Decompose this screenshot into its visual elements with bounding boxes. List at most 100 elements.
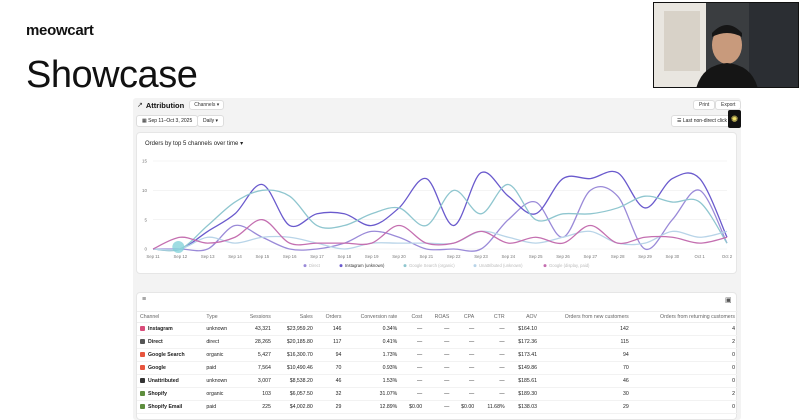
y-tick-label: 10 — [142, 188, 148, 193]
channel-cell: Shopify — [137, 387, 204, 401]
legend-label: Direct — [309, 263, 321, 268]
cell-ctr: 11.68% — [477, 400, 508, 414]
column-header[interactable]: Cost — [400, 311, 426, 323]
attribution-model-label: Last non-direct click — [682, 118, 728, 124]
channel-name: Shopify — [148, 391, 168, 397]
cell-cpa: — — [452, 361, 478, 375]
table-row[interactable]: Instagram unknown 43,321 $23,959.20 146 0.34%… — [137, 322, 738, 336]
column-header[interactable]: Channel — [137, 311, 204, 323]
channel-name: Google — [148, 365, 166, 371]
cell-cost: — — [400, 374, 426, 388]
cell-conv: 1.53% — [344, 374, 401, 388]
cell-sales: $8,538.20 — [273, 374, 316, 388]
column-header[interactable]: CTR — [477, 311, 508, 323]
x-tick-label: Sep 18 — [338, 254, 352, 259]
series-line — [152, 183, 728, 252]
cell-cpa: — — [452, 387, 478, 401]
column-header[interactable]: Conversion rate — [344, 311, 401, 323]
chevron-down-icon: ▾ — [215, 118, 219, 124]
cell-cost: — — [400, 348, 426, 362]
cell-new: 70 — [540, 361, 632, 375]
channels-dropdown[interactable]: Channels ▾ — [189, 100, 225, 110]
column-header[interactable]: CPA — [452, 311, 478, 323]
cell-sales: $20,185.80 — [273, 335, 316, 349]
cell-cost: $0.00 — [400, 400, 426, 414]
column-header[interactable]: Sales — [273, 311, 316, 323]
shopify-icon — [140, 404, 145, 410]
cell-orders: 32 — [315, 387, 345, 401]
channel-name: Instagram — [148, 326, 173, 332]
column-header[interactable]: Orders from returning customers — [631, 311, 738, 323]
attribution-icon: ↗ — [137, 102, 143, 109]
model-icon: ☰ — [677, 118, 682, 124]
granularity-dropdown[interactable]: Daily ▾ — [197, 115, 225, 127]
cell-cpa: — — [452, 348, 478, 362]
series-line — [152, 185, 728, 252]
cell-ret: 0 — [631, 361, 738, 375]
channel-cell: Google — [137, 361, 204, 375]
unattributed-icon — [140, 378, 145, 384]
column-header[interactable]: Type — [203, 311, 239, 323]
attribution-model-dropdown[interactable]: ☰ Last non-direct click — [671, 115, 734, 127]
cell-cpa: — — [452, 374, 478, 388]
channel-cell: Direct — [137, 335, 204, 349]
sidekick-icon[interactable]: ✺ — [728, 110, 741, 128]
x-tick-label: Sep 25 — [529, 254, 543, 259]
cell-roas: — — [425, 361, 453, 375]
cell-conv: 1.73% — [344, 348, 401, 362]
x-tick-label: Sep 24 — [502, 254, 516, 259]
cell-ctr: — — [477, 361, 508, 375]
table-row[interactable]: Shopify organic 103 $6,057.50 32 31.07% — — — — $1… — [137, 387, 738, 401]
chart-title[interactable]: Orders by top 5 channels over time ▾ — [145, 140, 243, 147]
print-button[interactable]: Print — [693, 100, 716, 110]
cell-new: 29 — [540, 400, 632, 414]
google-icon — [140, 365, 145, 371]
column-header[interactable]: AOV — [507, 311, 541, 323]
x-tick-label: Sep 11 — [146, 254, 160, 259]
table-row[interactable]: Shopify Email paid 225 $4,002.80 29 12.89% $0.… — [137, 400, 738, 414]
column-header[interactable]: ROAS — [425, 311, 453, 323]
channel-cell: Shopify Email — [137, 400, 204, 414]
series-line — [152, 219, 728, 250]
cell-roas: — — [425, 374, 453, 388]
brand-logo-text: meowcart — [26, 22, 94, 39]
cell-ret: 4 — [631, 322, 738, 336]
cell-ctr: — — [477, 322, 508, 336]
cell-aov: $149.86 — [507, 361, 541, 375]
legend-swatch — [473, 264, 477, 268]
columns-icon[interactable]: ▣ — [725, 297, 732, 304]
legend-label: Unattributed (unknown) — [479, 263, 523, 268]
table-row[interactable]: Google Search organic 5,427 $16,300.70 94 1.7… — [137, 348, 738, 362]
x-tick-label: Sep 26 — [556, 254, 570, 259]
cell-sessions: 103 — [238, 387, 274, 401]
cell-sessions: 5,427 — [238, 348, 274, 362]
table-row[interactable]: Unattributed unknown 3,007 $8,538.20 46 1.53%… — [137, 374, 738, 388]
cell-sessions: 43,321 — [238, 322, 274, 336]
filter-icon[interactable]: ≡ — [142, 296, 147, 303]
cursor-highlight — [172, 241, 185, 253]
direct-icon — [140, 339, 145, 345]
orders-chart-card: Orders by top 5 channels over time ▾ 0 5 1… — [136, 132, 737, 274]
column-header[interactable]: Orders from new customers — [540, 311, 632, 323]
table-row[interactable]: Google paid 7,564 $10,490.46 70 0.93% — — — — $149… — [137, 361, 738, 375]
cell-aov: $138.03 — [507, 400, 541, 414]
x-tick-label: Sep 29 — [638, 254, 652, 259]
export-button[interactable]: Export — [715, 100, 741, 110]
cell-aov: $185.61 — [507, 374, 541, 388]
x-tick-label: Sep 16 — [283, 254, 297, 259]
instagram-icon — [140, 326, 145, 332]
column-header[interactable]: Sessions — [238, 311, 274, 323]
cell-sessions: 225 — [238, 400, 274, 414]
x-tick-label: Sep 19 — [365, 254, 379, 259]
x-tick-label: Oct 2 — [722, 254, 733, 259]
cell-conv: 0.41% — [344, 335, 401, 349]
table-row[interactable]: Direct direct 28,265 $20,185.80 117 0.41% — — — —… — [137, 335, 738, 349]
column-header[interactable]: Orders — [315, 311, 345, 323]
cell-aov: $172.36 — [507, 335, 541, 349]
page-title: Attribution — [145, 100, 185, 110]
cell-sales: $4,002.80 — [273, 400, 316, 414]
shopify-icon — [140, 391, 145, 397]
x-tick-label: Sep 13 — [201, 254, 215, 259]
channel-cell: Unattributed — [137, 374, 204, 388]
date-range-picker[interactable]: ▦ Sep 11–Oct 3, 2025 — [136, 115, 199, 127]
